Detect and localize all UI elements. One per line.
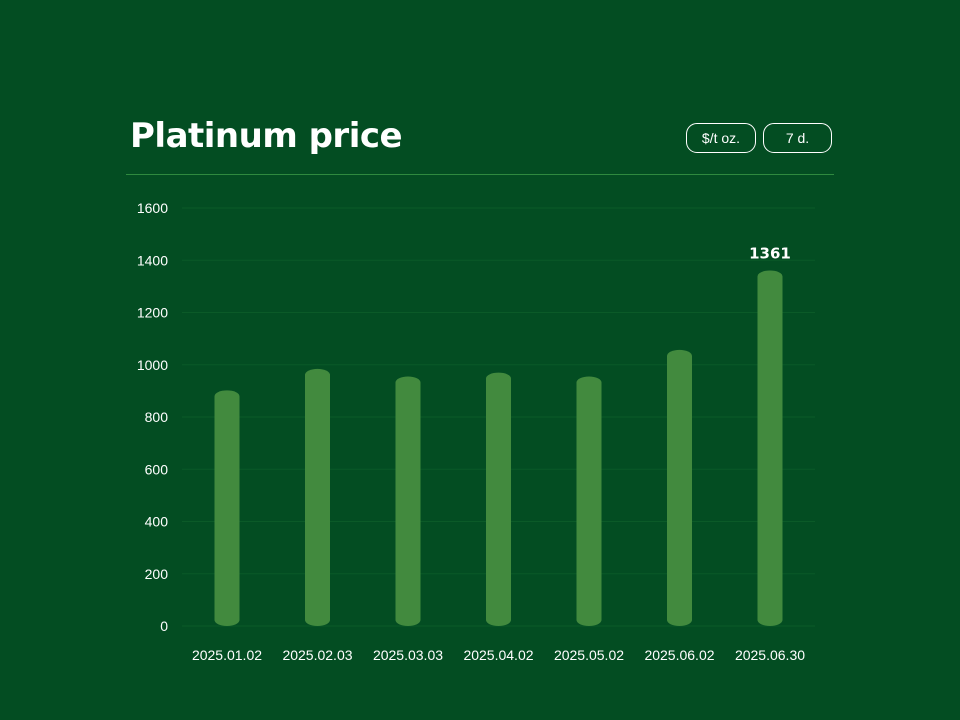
data-labels: 1361 [749, 244, 791, 262]
y-tick-label: 1000 [137, 357, 168, 373]
x-tick-label: 2025.05.02 [554, 647, 624, 663]
y-tick-label: 800 [145, 409, 169, 425]
data-label: 1361 [749, 244, 791, 262]
y-tick-label: 400 [145, 514, 169, 530]
y-tick-label: 1400 [137, 252, 168, 268]
x-axis-ticks: 2025.01.02 2025.02.03 2025.03.03 2025.04.02… [192, 647, 805, 663]
bar-2025.02.03[interactable] [305, 368, 330, 626]
x-tick-label: 2025.03.03 [373, 647, 443, 663]
bar-2025.06.30[interactable] [757, 270, 783, 626]
bar-2025.05.02[interactable] [576, 376, 602, 626]
bar-2025.04.02[interactable] [486, 372, 511, 626]
y-tick-label: 200 [145, 566, 169, 582]
y-tick-label: 600 [145, 461, 169, 477]
x-tick-label: 2025.06.30 [735, 647, 805, 663]
x-tick-label: 2025.06.02 [644, 647, 714, 663]
range-toggle-button[interactable]: 7 d. [763, 123, 832, 153]
y-tick-label: 1600 [137, 200, 168, 216]
y-axis-ticks: 0 200 400 600 800 1000 1200 1400 1600 [137, 200, 168, 634]
page-title: Platinum price [130, 116, 403, 156]
bar-2025.03.03[interactable] [395, 376, 421, 626]
y-tick-label: 1200 [137, 305, 168, 321]
header-divider [126, 174, 834, 175]
bar-2025.06.02[interactable] [667, 349, 692, 626]
y-tick-label: 0 [160, 618, 168, 634]
x-tick-label: 2025.01.02 [192, 647, 262, 663]
unit-toggle-button[interactable]: $/t oz. [686, 123, 756, 153]
bars [214, 270, 783, 626]
x-tick-label: 2025.02.03 [282, 647, 352, 663]
bar-2025.01.02[interactable] [214, 390, 240, 626]
x-tick-label: 2025.04.02 [463, 647, 533, 663]
